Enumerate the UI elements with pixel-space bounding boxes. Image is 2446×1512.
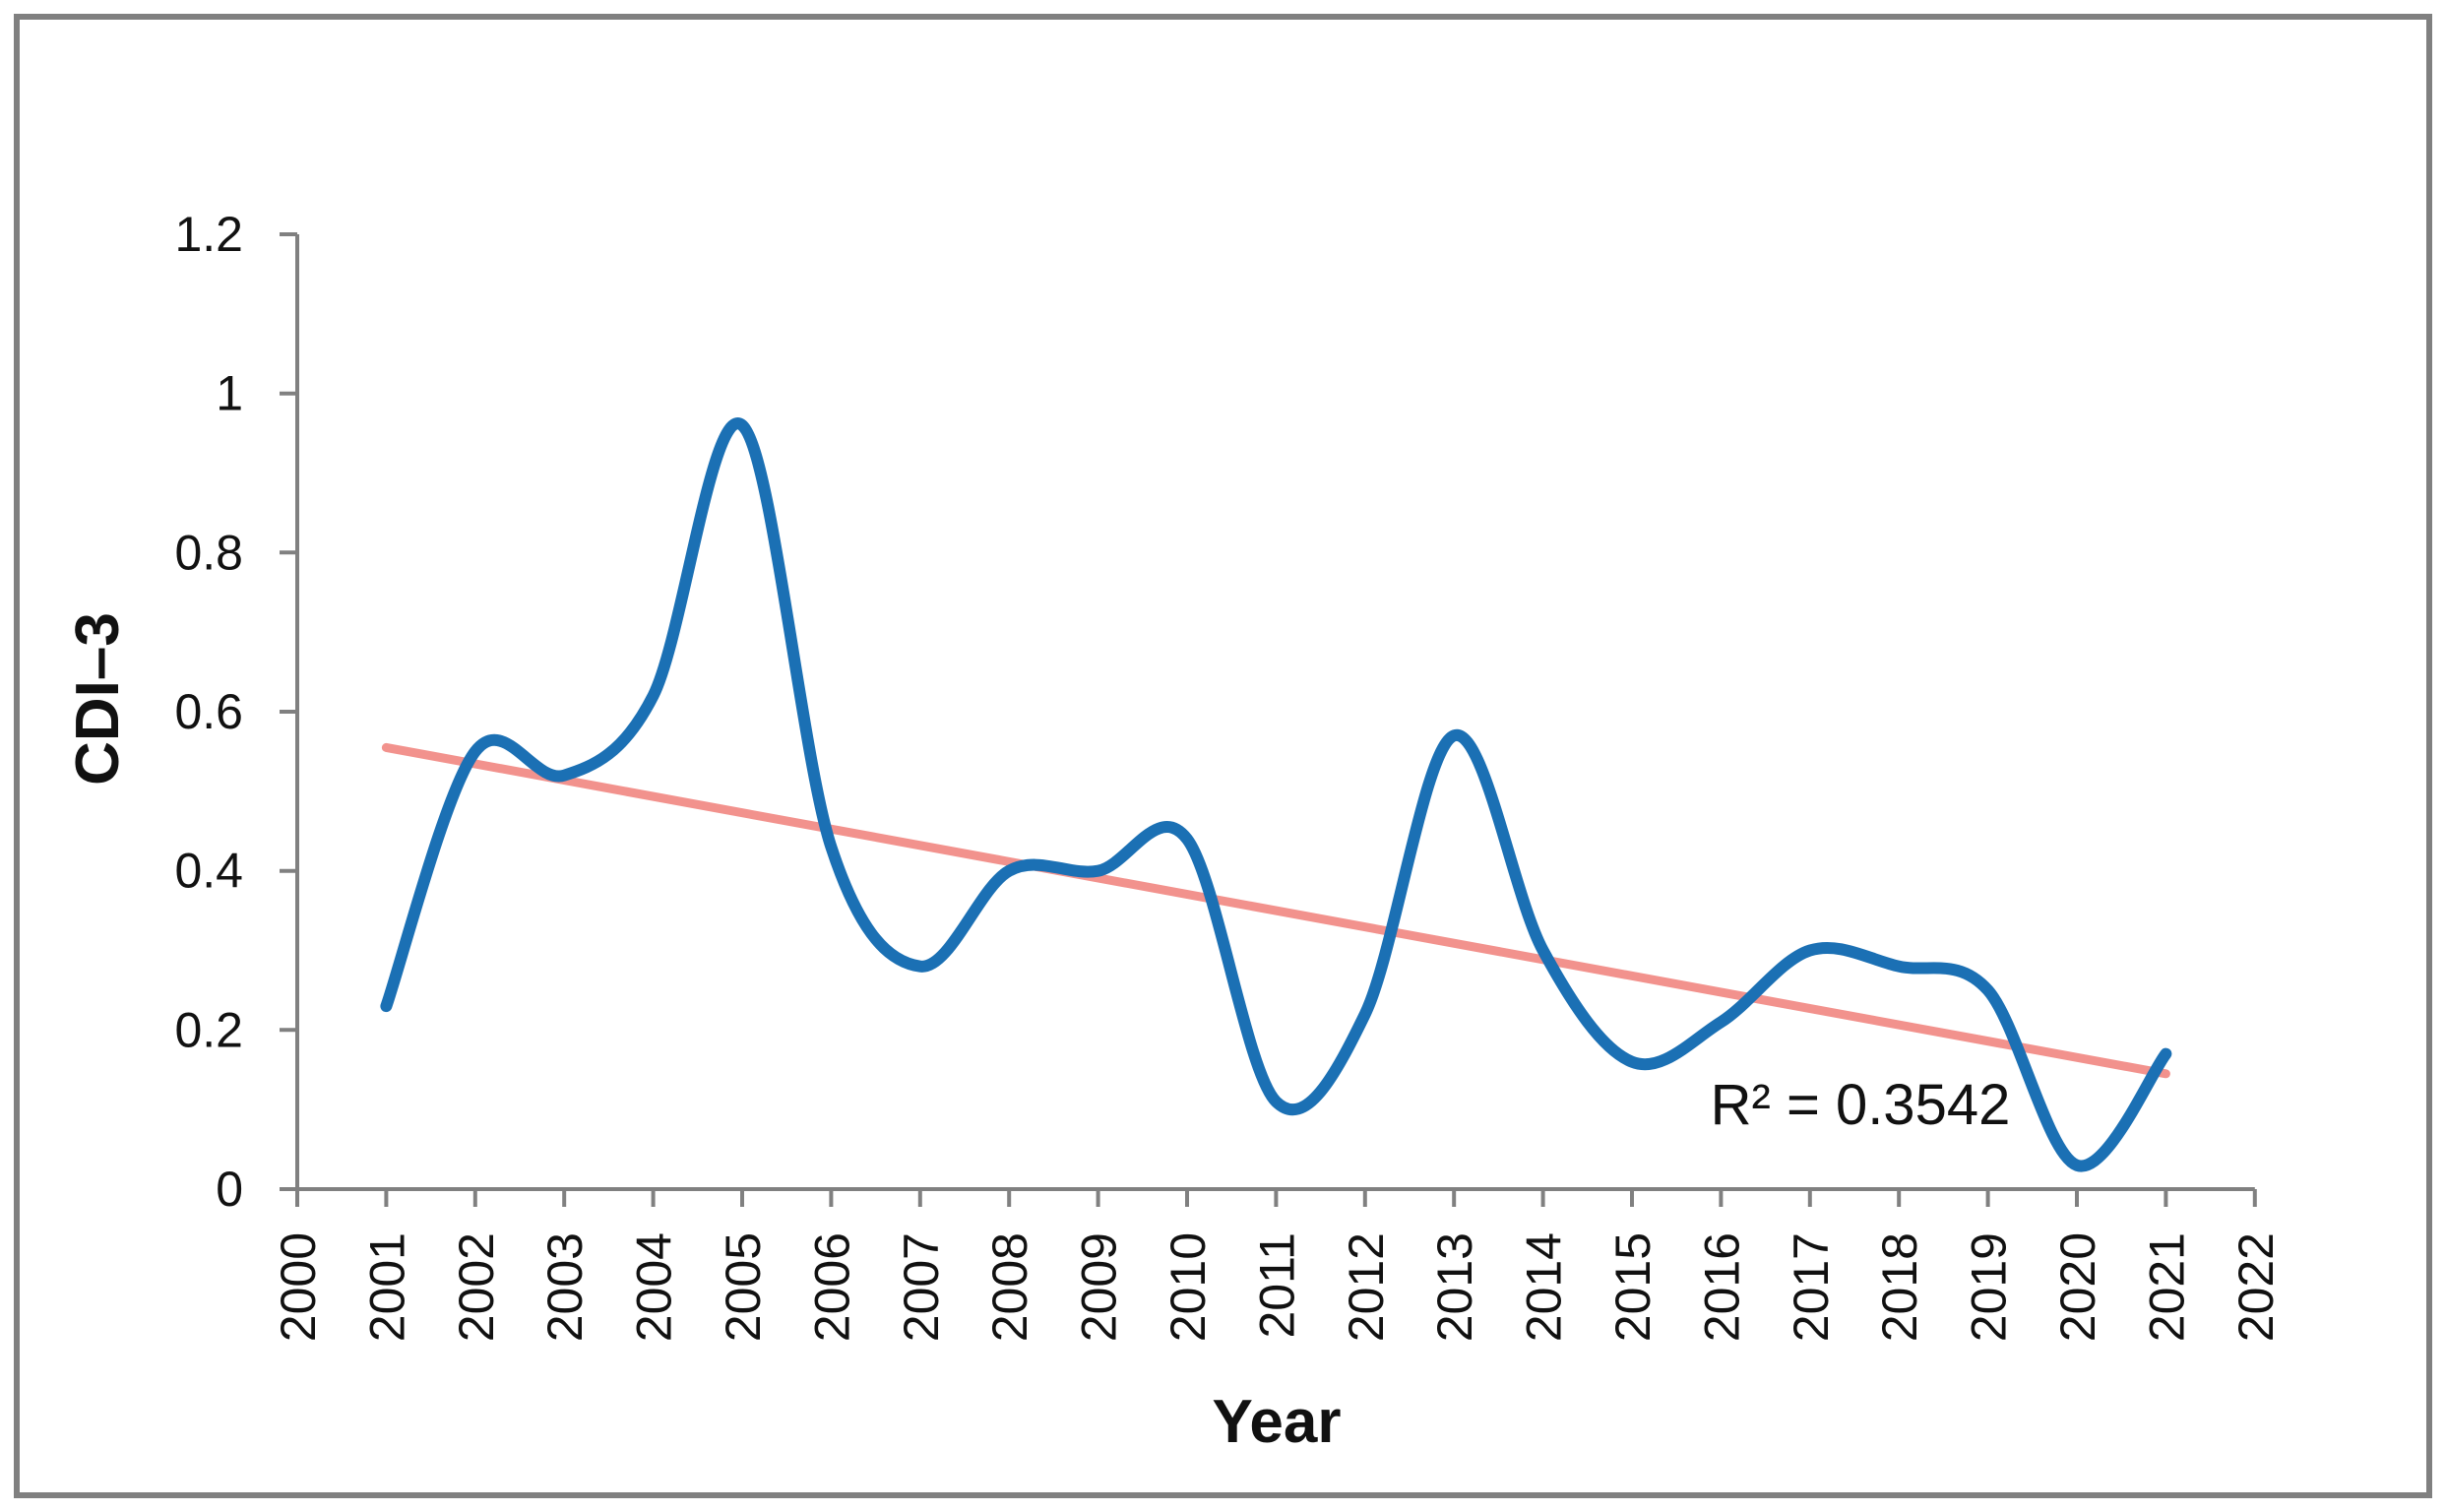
y-tick-label: 0.6 <box>174 684 243 739</box>
x-tick-label: 2022 <box>2228 1232 2284 1342</box>
axes <box>280 232 2257 1207</box>
x-tick-label: 2003 <box>537 1232 593 1342</box>
y-axis-title: CDI–3 <box>64 612 132 786</box>
trendline <box>381 742 2170 1079</box>
x-tick-label: 2009 <box>1072 1232 1127 1342</box>
x-tick-label: 2016 <box>1694 1232 1749 1342</box>
x-tick-label: 2001 <box>359 1232 414 1342</box>
cdi3-series-line <box>380 417 2172 1172</box>
y-tick-label: 0.2 <box>174 1002 243 1057</box>
x-axis-tick-labels: 2000 2001 2002 2003 2004 2005 2006 2007 2008 2009… <box>271 1232 2284 1342</box>
x-tick-label: 2000 <box>271 1232 326 1342</box>
y-tick-label: 0.8 <box>174 525 243 580</box>
x-tick-label: 2010 <box>1160 1232 1216 1342</box>
y-tick-label: 0.4 <box>174 844 243 899</box>
x-tick-label: 2017 <box>1784 1232 1839 1342</box>
y-tick-label: 1.2 <box>174 207 243 262</box>
x-tick-label: 2013 <box>1427 1232 1482 1342</box>
figure-border <box>14 14 2432 1498</box>
x-tick-label: 2012 <box>1339 1232 1394 1342</box>
axis-lines <box>280 232 2257 1207</box>
y-tick-label: 1 <box>216 366 243 421</box>
x-tick-label: 2019 <box>1962 1232 2017 1342</box>
x-tick-label: 2002 <box>449 1232 504 1342</box>
x-tick-label: 2006 <box>804 1232 859 1342</box>
x-tick-label: 2005 <box>716 1232 771 1342</box>
x-tick-label: 2015 <box>1605 1232 1661 1342</box>
x-tick-label: 2020 <box>2050 1232 2105 1342</box>
x-tick-label: 2018 <box>1872 1232 1927 1342</box>
x-tick-label: 2011 <box>1249 1232 1304 1339</box>
y-axis-tick-labels: 0 0.2 0.4 0.6 0.8 1 1.2 <box>174 207 243 1217</box>
y-tick-label: 0 <box>216 1162 243 1217</box>
x-tick-label: 2004 <box>627 1232 682 1342</box>
x-tick-label: 2021 <box>2139 1232 2194 1342</box>
x-axis-title: Year <box>1212 1388 1341 1456</box>
x-tick-label: 2008 <box>982 1232 1037 1342</box>
r-squared-annotation: R² = 0.3542 <box>1711 1073 2011 1137</box>
x-tick-label: 2014 <box>1517 1232 1572 1342</box>
x-tick-label: 2007 <box>894 1232 949 1342</box>
